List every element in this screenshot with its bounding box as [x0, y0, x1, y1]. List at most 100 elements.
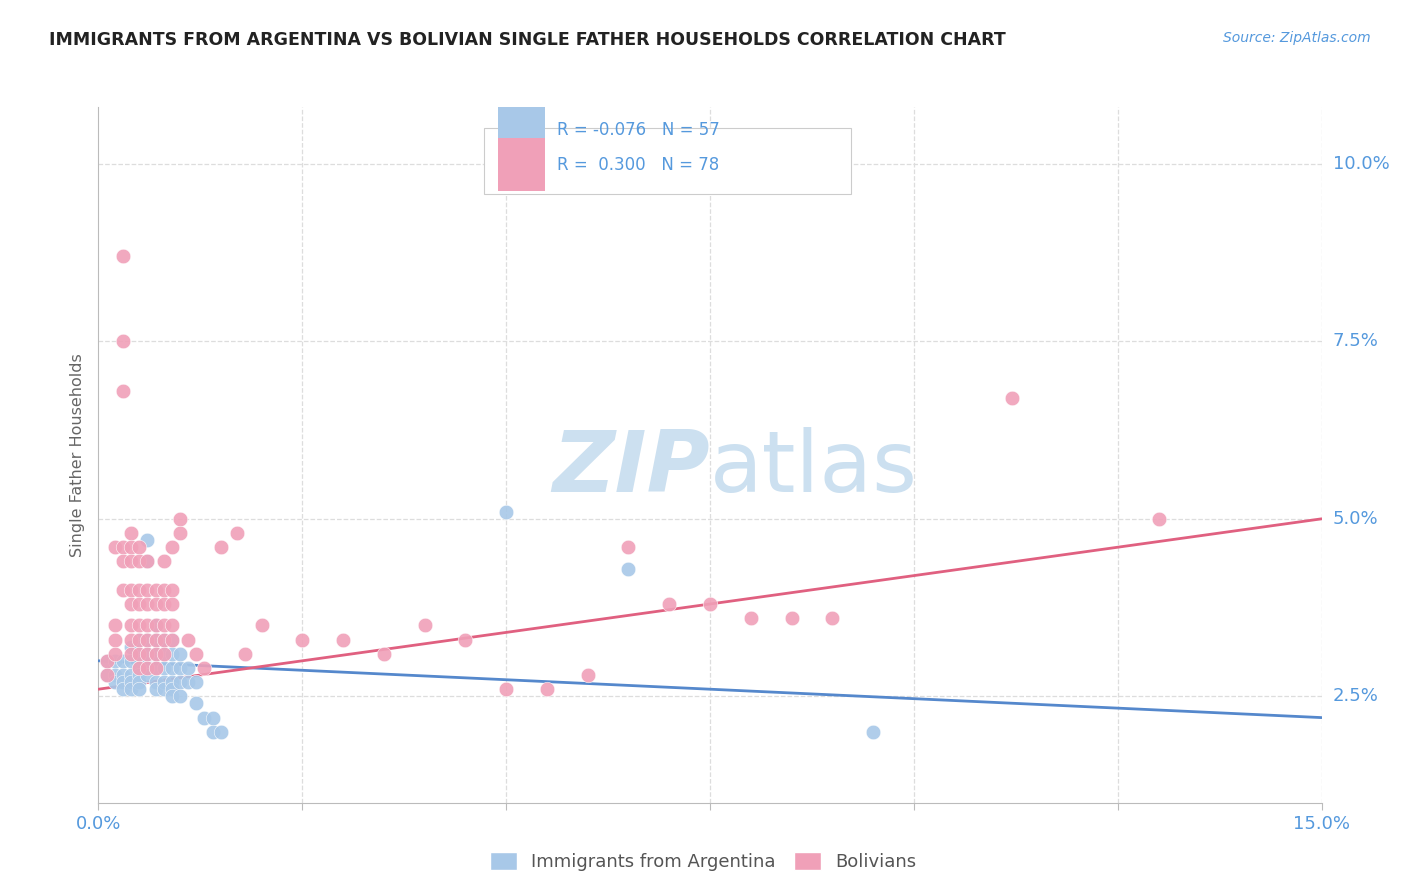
Point	[160, 647, 183, 661]
Point	[617, 540, 640, 554]
Y-axis label: Single Father Households: Single Father Households	[70, 353, 86, 557]
Point	[120, 554, 142, 568]
Point	[145, 597, 167, 611]
Point	[495, 505, 517, 519]
Point	[250, 618, 273, 632]
Point	[169, 647, 191, 661]
Point	[152, 582, 174, 597]
Point	[209, 724, 232, 739]
Point	[160, 675, 183, 690]
Point	[136, 582, 159, 597]
Point	[291, 632, 314, 647]
Point	[111, 540, 134, 554]
Point	[120, 647, 142, 661]
Point	[209, 540, 232, 554]
Point	[120, 654, 142, 668]
Point	[128, 554, 150, 568]
Point	[145, 582, 167, 597]
Point	[780, 611, 803, 625]
Point	[169, 661, 191, 675]
Point	[152, 661, 174, 675]
Point	[1001, 391, 1024, 405]
Point	[111, 668, 134, 682]
Point	[104, 618, 127, 632]
Text: IMMIGRANTS FROM ARGENTINA VS BOLIVIAN SINGLE FATHER HOUSEHOLDS CORRELATION CHART: IMMIGRANTS FROM ARGENTINA VS BOLIVIAN SI…	[49, 31, 1005, 49]
Point	[193, 661, 215, 675]
Point	[96, 668, 118, 682]
Point	[145, 647, 167, 661]
Point	[152, 597, 174, 611]
Point	[120, 540, 142, 554]
Point	[821, 611, 844, 625]
Text: R = -0.076   N = 57: R = -0.076 N = 57	[557, 121, 720, 139]
Point	[617, 561, 640, 575]
Point	[145, 661, 167, 675]
Point	[111, 682, 134, 697]
Point	[454, 632, 477, 647]
Point	[145, 618, 167, 632]
Point	[136, 533, 159, 548]
Point	[373, 647, 395, 661]
Point	[145, 618, 167, 632]
Text: Source: ZipAtlas.com: Source: ZipAtlas.com	[1223, 31, 1371, 45]
FancyBboxPatch shape	[498, 138, 546, 191]
Point	[145, 675, 167, 690]
Point	[104, 668, 127, 682]
Point	[120, 618, 142, 632]
Text: 5.0%: 5.0%	[1333, 510, 1378, 528]
Point	[169, 675, 191, 690]
Point	[120, 640, 142, 654]
Text: R =  0.300   N = 78: R = 0.300 N = 78	[557, 156, 720, 174]
Point	[120, 597, 142, 611]
Text: 2.5%: 2.5%	[1333, 688, 1379, 706]
Point	[128, 582, 150, 597]
Point	[169, 690, 191, 704]
Point	[104, 540, 127, 554]
Point	[226, 526, 249, 541]
Point	[536, 682, 558, 697]
Point	[128, 647, 150, 661]
Point	[111, 384, 134, 398]
Point	[128, 682, 150, 697]
Point	[160, 632, 183, 647]
Text: ZIP: ZIP	[553, 427, 710, 510]
Point	[145, 682, 167, 697]
Point	[128, 675, 150, 690]
Point	[136, 554, 159, 568]
Point	[136, 647, 159, 661]
Legend: Immigrants from Argentina, Bolivians: Immigrants from Argentina, Bolivians	[482, 846, 924, 879]
Point	[145, 647, 167, 661]
Point	[111, 249, 134, 263]
Point	[160, 661, 183, 675]
Point	[169, 526, 191, 541]
Point	[128, 632, 150, 647]
Point	[111, 675, 134, 690]
Point	[128, 618, 150, 632]
Point	[145, 661, 167, 675]
Point	[201, 724, 224, 739]
FancyBboxPatch shape	[484, 128, 851, 194]
Point	[576, 668, 599, 682]
Point	[233, 647, 256, 661]
Point	[111, 334, 134, 349]
Point	[136, 618, 159, 632]
Point	[120, 675, 142, 690]
Point	[201, 710, 224, 724]
Point	[740, 611, 762, 625]
Point	[136, 632, 159, 647]
Point	[160, 618, 183, 632]
Point	[152, 632, 174, 647]
Point	[104, 675, 127, 690]
Text: 7.5%: 7.5%	[1333, 333, 1379, 351]
Point	[160, 597, 183, 611]
Point	[186, 675, 208, 690]
Point	[699, 597, 721, 611]
Point	[96, 654, 118, 668]
Point	[136, 597, 159, 611]
Point	[128, 668, 150, 682]
Point	[104, 632, 127, 647]
Point	[495, 682, 517, 697]
Point	[136, 554, 159, 568]
Point	[120, 632, 142, 647]
Point	[413, 618, 436, 632]
